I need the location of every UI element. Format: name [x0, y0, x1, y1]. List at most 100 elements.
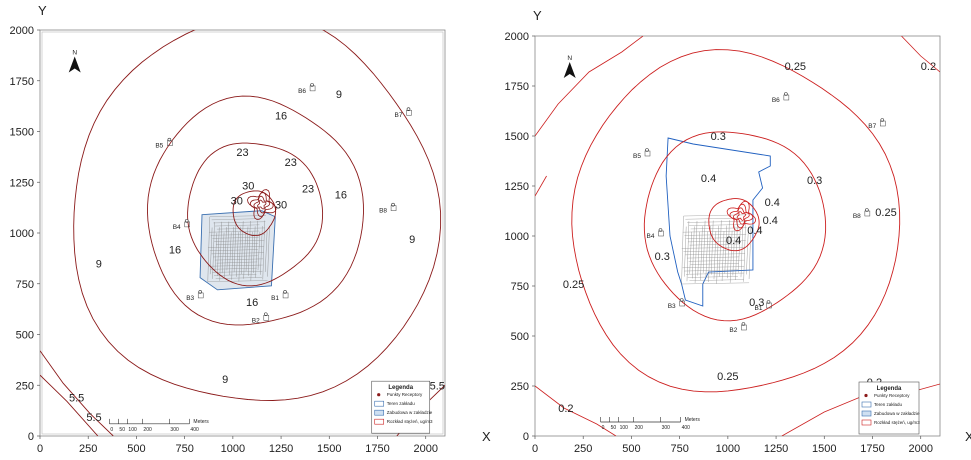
receptor-label: B5 — [155, 143, 163, 150]
building-line — [683, 250, 740, 252]
building-line — [212, 271, 263, 273]
contour-5.5 — [40, 350, 114, 436]
contour-source — [253, 195, 271, 214]
receptor-building — [783, 94, 790, 101]
legend-box — [371, 380, 431, 434]
contour-0.25 — [571, 49, 901, 393]
contour-source — [726, 200, 757, 232]
scale-tick-label: 0 — [110, 427, 113, 433]
building-line — [740, 225, 744, 278]
receptor-building — [880, 120, 886, 127]
x-tick-label: 1750 — [365, 443, 389, 455]
building-line — [214, 232, 218, 272]
contour-label: 0.3 — [749, 297, 764, 309]
receptor-building — [766, 302, 772, 309]
contour-label: 0.4 — [765, 197, 780, 209]
building-line — [214, 240, 265, 242]
contour-label: 0.25 — [717, 371, 738, 383]
map-content: 9162323231630303091691695.55.55.5B1B2B3B… — [40, 30, 445, 436]
building-line — [694, 220, 698, 284]
north-arrow-icon: N — [563, 55, 576, 78]
contour-label: 9 — [336, 89, 342, 101]
north-arrow-shape — [68, 56, 81, 73]
receptor-label: B3 — [668, 303, 676, 310]
contour-label: 9 — [222, 374, 228, 386]
y-tick-label: 0 — [523, 431, 529, 443]
y-tick-label: 2000 — [10, 25, 34, 37]
legend-swatch — [861, 419, 872, 426]
scale-tick-label: 50 — [119, 427, 125, 433]
building-line — [216, 227, 266, 230]
building-line — [681, 247, 746, 249]
receptor-label: B3 — [186, 295, 194, 302]
building-line — [233, 221, 237, 273]
y-axis-label: Y — [38, 3, 47, 18]
building-line — [688, 259, 745, 262]
contour-label: 0.25 — [563, 279, 584, 291]
building-line — [687, 276, 738, 278]
contour-label: 0.4 — [726, 235, 741, 247]
building-line — [683, 214, 748, 217]
receptor-building — [864, 210, 871, 217]
building-line — [746, 230, 749, 275]
legend-item: Teren zakładu — [387, 401, 416, 406]
contour-label: 0.3 — [807, 175, 822, 187]
receptor-label: B6 — [772, 97, 780, 104]
x-axis-label: X — [482, 429, 491, 444]
legend-item: Punkty Receptory — [387, 392, 423, 397]
building-line — [682, 230, 741, 233]
building-line — [681, 282, 750, 285]
scale-tick-label: 200 — [635, 425, 644, 431]
contour-source — [736, 211, 747, 221]
contour-label: 0.4 — [701, 173, 716, 185]
x-tick-label: 500 — [127, 443, 145, 455]
contour-label: 9 — [409, 234, 415, 246]
contour-0.2 — [901, 36, 940, 73]
contour-0.2 — [535, 385, 617, 436]
x-axis-label: X — [965, 429, 971, 444]
contour-label: 30 — [242, 180, 254, 192]
legend-swatch — [861, 401, 872, 408]
building-line — [690, 227, 747, 230]
building-line — [713, 231, 717, 280]
contour-source — [729, 203, 754, 229]
y-tick-label: 500 — [16, 330, 34, 342]
building-line — [213, 255, 258, 258]
building-line — [248, 221, 251, 276]
receptor-label: B1 — [271, 295, 279, 302]
contour-label: 5.5 — [430, 380, 445, 392]
scale-tick-label: 300 — [662, 425, 671, 431]
building-line — [213, 221, 266, 224]
building-line — [724, 225, 727, 274]
building-line — [689, 231, 692, 274]
building-line — [689, 279, 744, 281]
contour-label: 0.25 — [875, 207, 896, 219]
x-tick-label: 1500 — [317, 443, 341, 455]
x-tick-label: 750 — [670, 443, 688, 455]
building-line — [692, 226, 695, 279]
inner-frame — [41, 31, 444, 435]
legend-swatch — [374, 400, 385, 407]
building-line — [743, 219, 746, 282]
building-line — [217, 227, 220, 277]
x-tick-label: 750 — [175, 443, 193, 455]
x-tick-label: 2000 — [413, 443, 437, 455]
y-tick-label: 1250 — [505, 181, 529, 193]
receptor-label: B2 — [729, 327, 737, 334]
y-tick-label: 1000 — [10, 228, 34, 240]
building-line — [243, 231, 246, 279]
building-line — [226, 221, 230, 271]
building-line — [209, 249, 258, 251]
x-tick-label: 0 — [532, 443, 538, 455]
scale-unit: Meters — [193, 419, 209, 425]
building-line — [257, 231, 261, 271]
receptor-building — [644, 150, 651, 157]
contour-9 — [73, 30, 442, 401]
building-line — [207, 280, 268, 282]
receptor-label: B4 — [647, 233, 655, 240]
legend-item: Rozkład stężeń, ug/m3 — [874, 420, 920, 425]
building-line — [208, 264, 263, 267]
plot-frame — [534, 35, 941, 437]
legend-box — [858, 381, 920, 435]
